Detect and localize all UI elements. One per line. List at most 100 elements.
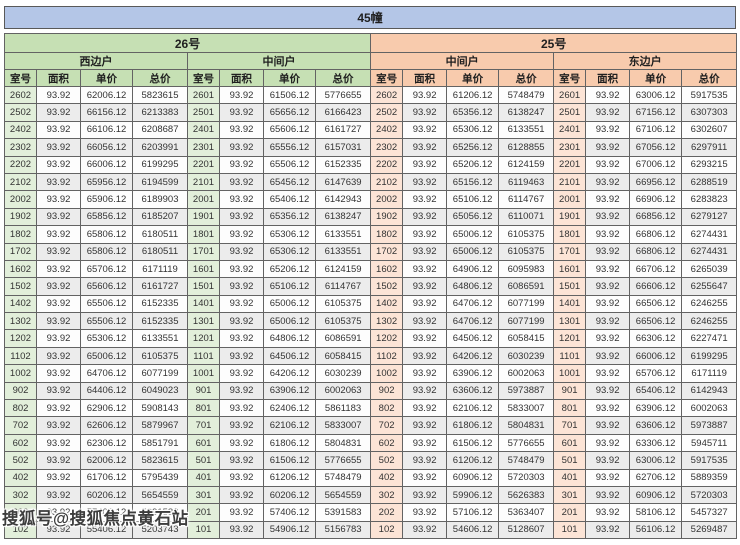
unit-price-cell: 66506.12 [629,312,683,331]
room-cell: 2301 [187,138,220,157]
total-price-cell: 5720303 [681,485,738,505]
unit-price-cell: 65006.12 [263,294,316,314]
room-cell: 1101 [187,346,220,366]
room-cell: 602 [4,433,37,453]
area-cell: 93.92 [36,85,81,105]
total-price-cell: 5720303 [498,468,555,487]
area-cell: 93.92 [219,451,264,470]
unit-price-cell: 65656.12 [263,103,316,122]
room-cell: 2502 [370,103,404,122]
table-row: 1102 93.92 65006.12 6105375 1101 93.92 64506.1… [4,346,738,366]
area-cell: 93.92 [219,329,264,348]
unit-price-cell: 55406.12 [80,520,133,540]
unit-price-cell: 65056.12 [446,207,500,227]
unit-price-cell: 65506.12 [80,312,133,331]
area-cell: 93.92 [585,399,631,418]
area-cell: 93.92 [402,329,448,348]
unit-price-cell: 62606.12 [80,416,133,435]
area-cell: 93.92 [219,172,264,192]
room-cell: 1601 [187,259,220,279]
room-cell: 2202 [370,155,404,174]
building-25-header: 25号 [370,33,738,53]
room-cell: 901 [187,381,220,401]
room-cell: 401 [553,468,587,487]
room-cell: 202 [370,503,404,522]
unit-price-cell: 67156.12 [629,103,683,122]
table-row: 702 93.92 62606.12 5879967 701 93.92 62106.12 5… [4,416,738,435]
unit-price-cell: 61506.12 [263,85,316,105]
area-cell: 93.92 [585,172,631,192]
area-cell: 93.92 [402,85,448,105]
total-price-cell: 5391583 [314,503,372,522]
area-cell: 93.92 [402,451,448,470]
total-price-cell: 6095983 [498,259,555,279]
unit-price-cell: 60206.12 [263,485,316,505]
room-cell: 502 [370,451,404,470]
unit-price-cell: 62406.12 [263,399,316,418]
unit-price-cell: 67006.12 [629,155,683,174]
total-price-cell: 6157031 [314,138,372,157]
table-row: 1402 93.92 65506.12 6152335 1401 93.92 65006.1… [4,294,738,314]
area-cell: 93.92 [219,312,264,331]
total-price-cell: 5748479 [314,468,372,487]
room-cell: 1301 [187,312,220,331]
total-price-cell: 6152335 [132,312,188,331]
total-price-cell: 6194599 [132,172,188,192]
unit-price-cell: 65006.12 [80,346,133,366]
room-cell: 602 [370,433,404,453]
unit-price-cell: 66106.12 [80,120,133,140]
room-cell: 1501 [553,277,587,296]
col-header-room: 室号 [370,69,404,87]
col-header-total-price: 总价 [681,69,738,87]
unit-price-cell: 65406.12 [263,190,316,209]
area-cell: 93.92 [36,225,81,244]
area-cell: 93.92 [36,451,81,470]
area-cell: 93.92 [402,399,448,418]
unit-price-cell: 66856.12 [629,207,683,227]
area-cell: 93.92 [585,190,631,209]
total-price-cell: 5748479 [498,85,555,105]
unit-price-cell: 61206.12 [446,451,500,470]
col-header-total-price: 总价 [132,69,188,87]
total-price-cell: 5973887 [498,381,555,401]
total-price-cell: 5626383 [498,485,555,505]
area-cell: 93.92 [402,346,448,366]
total-price-cell: 5851791 [132,433,188,453]
total-price-cell: 6297911 [681,138,738,157]
unit-price-cell: 65856.12 [80,207,133,227]
area-cell: 93.92 [36,468,81,487]
unit-price-cell: 61806.12 [446,416,500,435]
area-cell: 93.92 [402,225,448,244]
table-row: 1502 93.92 65606.12 6161727 1501 93.92 65106.1… [4,277,738,296]
total-price-cell: 6086591 [314,329,372,348]
room-cell: 1802 [370,225,404,244]
room-cell: 1201 [553,329,587,348]
total-price-cell: 5833007 [498,399,555,418]
total-price-cell: 6114767 [314,277,372,296]
total-price-cell: 6171119 [681,364,738,383]
area-cell: 93.92 [402,294,448,314]
room-cell: 1402 [370,294,404,314]
unit-price-cell: 63606.12 [446,381,500,401]
room-cell: 2501 [553,103,587,122]
room-cell: 702 [4,416,37,435]
unit-type-header-west: 西边户 [4,52,188,70]
table-row: 2002 93.92 65906.12 6189903 2001 93.92 65406.1… [4,190,738,209]
area-cell: 93.92 [402,433,448,453]
room-cell: 1002 [370,364,404,383]
col-header-total-price: 总价 [498,69,555,87]
area-cell: 93.92 [36,399,81,418]
total-price-cell: 6105375 [498,225,555,244]
total-price-cell: 6161727 [132,277,188,296]
total-price-cell: 6283823 [681,190,738,209]
room-cell: 1001 [553,364,587,383]
unit-price-cell: 65206.12 [263,259,316,279]
area-cell: 93.92 [402,277,448,296]
total-price-cell: 6138247 [314,207,372,227]
total-price-cell: 5917535 [681,451,738,470]
col-header-room: 室号 [187,69,220,87]
room-cell: 301 [187,485,220,505]
total-price-cell: 6077199 [498,294,555,314]
total-price-cell: 6213383 [132,103,188,122]
room-cell: 1302 [4,312,37,331]
